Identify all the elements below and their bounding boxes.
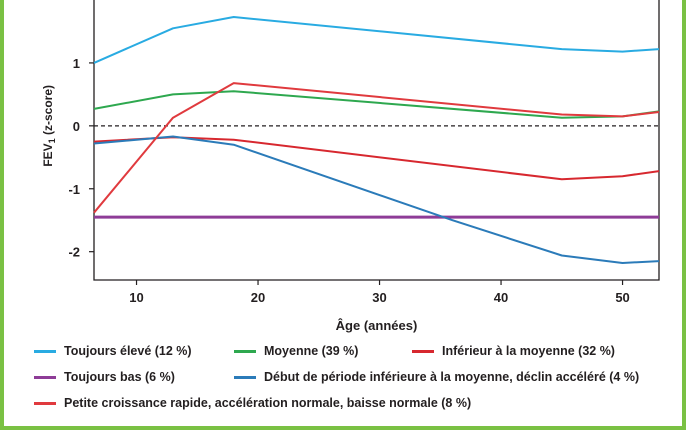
legend-swatch: [34, 349, 56, 353]
y-tick-label: 1: [73, 56, 80, 71]
x-tick-label: 10: [129, 290, 143, 305]
y-axis-label: FEV1 (z-score): [41, 85, 57, 167]
legend-item-toujours-bas: Toujours bas (6 %): [34, 370, 175, 384]
x-tick-label: 30: [372, 290, 386, 305]
plot-frame: [93, 0, 660, 281]
series-line-petite-croissance-rapide-acceleration-normale-baisse-normale-8: [93, 82, 660, 214]
legend-label: Inférieur à la moyenne (32 %): [442, 344, 615, 358]
legend-item-croissance-rapide: Petite croissance rapide, accélération n…: [34, 396, 471, 410]
legend-item-moyenne: Moyenne (39 %): [234, 344, 358, 358]
legend-swatch: [412, 349, 434, 353]
legend-swatch: [234, 349, 256, 353]
legend-item-toujours-eleve: Toujours élevé (12 %): [34, 344, 192, 358]
legend-item-declin-accelere: Début de période inférieure à la moyenne…: [234, 370, 639, 384]
legend-label: Petite croissance rapide, accélération n…: [64, 396, 472, 410]
x-tick-label: 20: [251, 290, 265, 305]
legend-swatch: [34, 375, 56, 379]
series-line-debut-de-periode-inferieure-a-la-moyenne-declin-accelere-4: [93, 135, 660, 264]
legend-label: Toujours élevé (12 %): [64, 344, 192, 358]
legend-label: Début de période inférieure à la moyenne…: [264, 370, 640, 384]
y-tick-label: 0: [73, 119, 80, 134]
x-tick-label: 40: [494, 290, 508, 305]
series-line-inferieur-a-la-moyenne-32: [93, 136, 660, 181]
legend-label: Toujours bas (6 %): [64, 370, 175, 384]
y-tick-label: -1: [68, 182, 80, 197]
legend-item-inferieur-moyenne: Inférieur à la moyenne (32 %): [412, 344, 615, 358]
y-tick-label: -2: [68, 245, 80, 260]
legend-swatch: [234, 375, 256, 379]
series-line-toujours-eleve-12: [93, 16, 660, 64]
x-tick-label: 50: [615, 290, 629, 305]
x-axis-label: Âge (années): [336, 318, 418, 333]
legend-swatch: [34, 401, 56, 405]
legend-label: Moyenne (39 %): [264, 344, 359, 358]
